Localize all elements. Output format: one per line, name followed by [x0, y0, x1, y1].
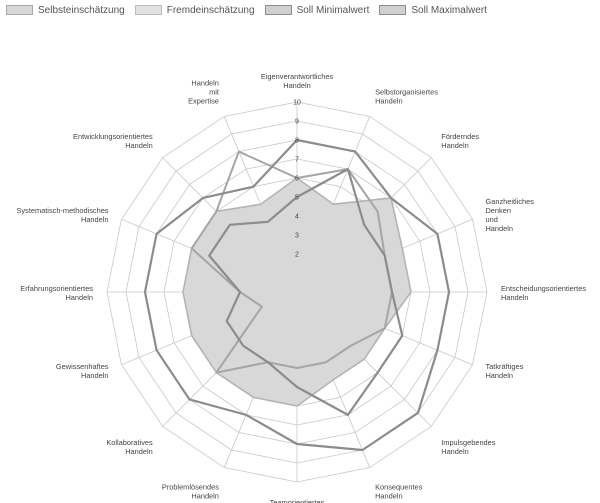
tick-label-10: 10	[293, 100, 301, 107]
legend-item-soll-maximalwert: Soll Maximalwert	[379, 5, 487, 16]
series-fremdeinschaetzung	[190, 150, 393, 374]
radar-series	[143, 138, 451, 452]
series-soll-maximalwert	[143, 138, 451, 452]
legend-label-soll-maximalwert: Soll Maximalwert	[411, 4, 487, 16]
axis-label-9: TeamorientiertesHandeln	[270, 498, 325, 503]
legend-item-selbsteinschaetzung: Selbsteinschätzung	[6, 5, 125, 16]
tick-label-7: 7	[295, 157, 299, 164]
legend-label-soll-minimalwert: Soll Minimalwert	[296, 4, 370, 16]
legend-item-soll-minimalwert: Soll Minimalwert	[264, 4, 370, 16]
radar-axis-labels: Eigenverantwortliches Handeln Selbstorgani…	[17, 72, 587, 503]
legend-swatch-soll-minimalwert	[264, 5, 292, 15]
axis-label-11: Kollaboratives Handeln	[106, 438, 153, 456]
axis-label-1: Eigenverantwortliches Handeln	[261, 72, 334, 90]
tick-label-3: 3	[295, 233, 299, 240]
axis-label-12: Gewissenhaftes Handeln	[56, 362, 109, 380]
axis-label-7: Impulsgebendes Handeln	[441, 438, 496, 456]
axis-label-5: Entscheidungsorientiertes Handeln	[501, 284, 586, 302]
tick-label-8: 8	[295, 138, 299, 145]
axis-label-14: Systematisch-methodisches Handeln	[17, 206, 109, 224]
tick-label-9: 9	[295, 119, 299, 126]
series-soll-minimalwert	[208, 168, 404, 416]
legend: Selbsteinschätzung Fremdeinschätzung Sol…	[6, 2, 497, 18]
axis-label-6: Tatkräftiges Handeln	[485, 362, 523, 380]
tick-label-6: 6	[295, 176, 299, 183]
axis-label-10: Problemlösendes Handeln	[162, 482, 219, 500]
tick-label-2: 2	[295, 252, 299, 259]
legend-item-fremdeinschaetzung: Fremdeinschätzung	[134, 4, 255, 16]
legend-swatch-selbsteinschaetzung	[6, 5, 33, 15]
axis-label-3: Förderndes Handeln	[441, 132, 479, 150]
radar-ticks: 2 3 4 5 6 7 8 9 10	[293, 100, 301, 259]
axis-label-8: Konsequentes Handeln	[375, 482, 423, 500]
legend-label-selbsteinschaetzung: Selbsteinschätzung	[38, 4, 125, 16]
axis-label-13: Erfahrungsorientiertes Handeln	[20, 284, 93, 302]
tick-label-5: 5	[295, 195, 299, 202]
legend-swatch-soll-maximalwert	[379, 5, 407, 15]
axis-label-16: Handeln mit Expertise	[188, 79, 219, 106]
axis-label-15: Entwicklungsorientiertes Handeln	[73, 132, 153, 150]
legend-swatch-fremdeinschaetzung	[134, 5, 162, 15]
legend-label-fremdeinschaetzung: Fremdeinschätzung	[166, 4, 255, 16]
axis-label-4: Ganzheitliches Denken und Handeln	[485, 197, 534, 233]
tick-label-4: 4	[295, 214, 299, 221]
axis-label-2: Selbstorganisiertes Handeln	[375, 88, 438, 106]
